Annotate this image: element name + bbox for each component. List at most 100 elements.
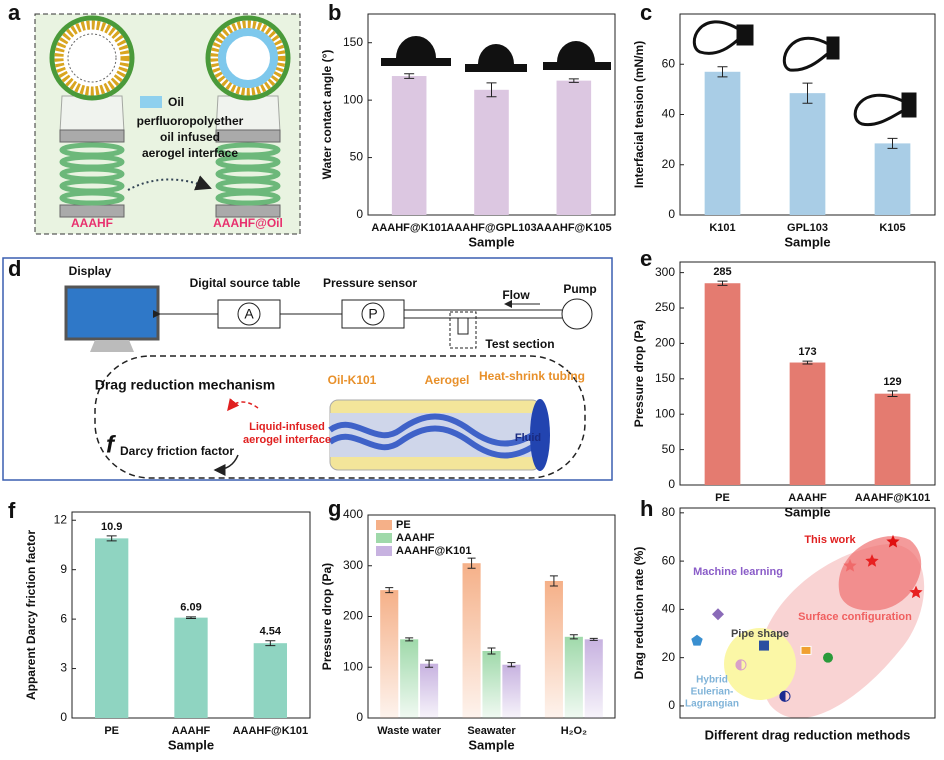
shape bbox=[215, 190, 281, 206]
error-bar bbox=[717, 280, 728, 286]
label: Heat-shrink tubing bbox=[479, 369, 585, 383]
bar bbox=[544, 580, 563, 718]
test-zone bbox=[449, 311, 477, 349]
arrow bbox=[213, 454, 239, 476]
aerogel bbox=[210, 20, 286, 96]
legend-swatch bbox=[376, 520, 392, 530]
coils bbox=[59, 142, 281, 206]
bar bbox=[420, 663, 439, 718]
x-axis-label: Sample bbox=[468, 737, 514, 752]
tube-end bbox=[530, 399, 550, 471]
test-port bbox=[457, 317, 469, 335]
legend-text: AAAHF bbox=[396, 532, 435, 544]
label: aerogel interface bbox=[243, 434, 331, 446]
plot-frame bbox=[679, 507, 936, 719]
bar bbox=[564, 636, 583, 718]
legend-swatch bbox=[376, 533, 392, 543]
shape bbox=[59, 129, 125, 143]
arrow bbox=[127, 175, 212, 191]
zoom bbox=[59, 95, 125, 133]
marker bbox=[691, 634, 703, 646]
error-bar bbox=[568, 78, 579, 83]
aerogel bbox=[54, 20, 130, 96]
y-tick-label: 300 bbox=[655, 265, 675, 279]
panel-label: e bbox=[640, 246, 652, 271]
x-tick-label: PE bbox=[715, 492, 730, 504]
error-bar bbox=[467, 557, 476, 569]
y-tick-label: 50 bbox=[662, 442, 676, 456]
marker bbox=[909, 585, 923, 599]
error-bar bbox=[265, 640, 276, 647]
x-tick-label: AAAHF@K105 bbox=[536, 222, 612, 234]
error-bar bbox=[486, 82, 497, 98]
label: Darcy friction factor bbox=[120, 444, 234, 458]
label: Digital source table bbox=[190, 276, 301, 290]
shape bbox=[381, 58, 451, 66]
y-axis-label: Interfacial tension (mN/m) bbox=[632, 41, 646, 188]
y-tick-label: 150 bbox=[343, 35, 363, 49]
shape bbox=[901, 92, 917, 118]
droplets bbox=[381, 36, 611, 72]
error-bar bbox=[549, 575, 558, 587]
data-label: 6.09 bbox=[180, 602, 201, 614]
h-regions bbox=[724, 536, 925, 719]
marker bbox=[800, 645, 812, 655]
y-tick-label: 9 bbox=[60, 562, 67, 576]
panel-label: b bbox=[328, 0, 341, 25]
data-label: 10.9 bbox=[101, 521, 122, 533]
shape bbox=[215, 129, 281, 143]
y-tick-label: 200 bbox=[655, 336, 675, 350]
y-tick-label: 150 bbox=[655, 371, 675, 385]
y-axis-label: Pressure drop (Pa) bbox=[632, 320, 646, 427]
bar bbox=[789, 362, 826, 485]
label: Oil-K101 bbox=[328, 373, 377, 387]
pendant-drops bbox=[692, 20, 917, 127]
panel-label: a bbox=[8, 0, 21, 25]
symbol-text: A bbox=[244, 306, 254, 322]
bar bbox=[391, 76, 427, 215]
y-tick-label: 250 bbox=[655, 300, 675, 314]
x-tick-label: Seawater bbox=[467, 725, 516, 737]
flow-wave bbox=[328, 413, 542, 459]
shape bbox=[557, 41, 595, 62]
y-tick-label: 0 bbox=[356, 710, 363, 724]
bar bbox=[95, 538, 129, 718]
legend-text: AAAHF@K101 bbox=[396, 545, 472, 557]
error-bar bbox=[589, 637, 598, 641]
x-axis-label: Different drag reduction methods bbox=[705, 727, 911, 742]
annotation: Lagrangian bbox=[685, 699, 739, 710]
legend-swatch bbox=[376, 546, 392, 556]
y-tick-label: 60 bbox=[662, 553, 676, 567]
bar bbox=[789, 93, 826, 215]
y-tick-label: 0 bbox=[668, 698, 675, 712]
core bbox=[330, 413, 540, 457]
marker bbox=[843, 558, 857, 572]
sample-label: AAAHF@Oil bbox=[213, 216, 283, 230]
label: Display bbox=[69, 264, 112, 278]
data-label: 285 bbox=[713, 266, 731, 278]
annotation: perfluoropolyether bbox=[137, 114, 244, 128]
sample-label: AAAHF bbox=[71, 216, 113, 230]
x-axis-label: Sample bbox=[784, 504, 830, 519]
y-axis-label: Water contact angle (°) bbox=[320, 50, 334, 180]
y-tick-label: 6 bbox=[60, 611, 67, 625]
shape bbox=[826, 36, 840, 60]
annotation: This work bbox=[804, 534, 856, 546]
symbol-text: P bbox=[368, 306, 377, 322]
y-tick-label: 40 bbox=[662, 602, 676, 616]
ring bbox=[67, 33, 117, 83]
y-tick-label: 300 bbox=[343, 558, 363, 572]
zoom-frame bbox=[94, 355, 586, 479]
marker bbox=[865, 554, 879, 567]
y-axis-label: Apparent Darcy friction factor bbox=[24, 530, 38, 700]
shape bbox=[478, 44, 514, 64]
y-tick-label: 20 bbox=[662, 157, 676, 171]
annotation: Pipe shape bbox=[731, 628, 789, 640]
y-tick-label: 12 bbox=[54, 512, 68, 526]
error-bar bbox=[487, 647, 496, 655]
label: Test section bbox=[485, 337, 554, 351]
stand bbox=[90, 340, 134, 352]
panel-d: d Display Digital source table A Pressur… bbox=[2, 256, 613, 481]
y-tick-label: 400 bbox=[343, 507, 363, 521]
